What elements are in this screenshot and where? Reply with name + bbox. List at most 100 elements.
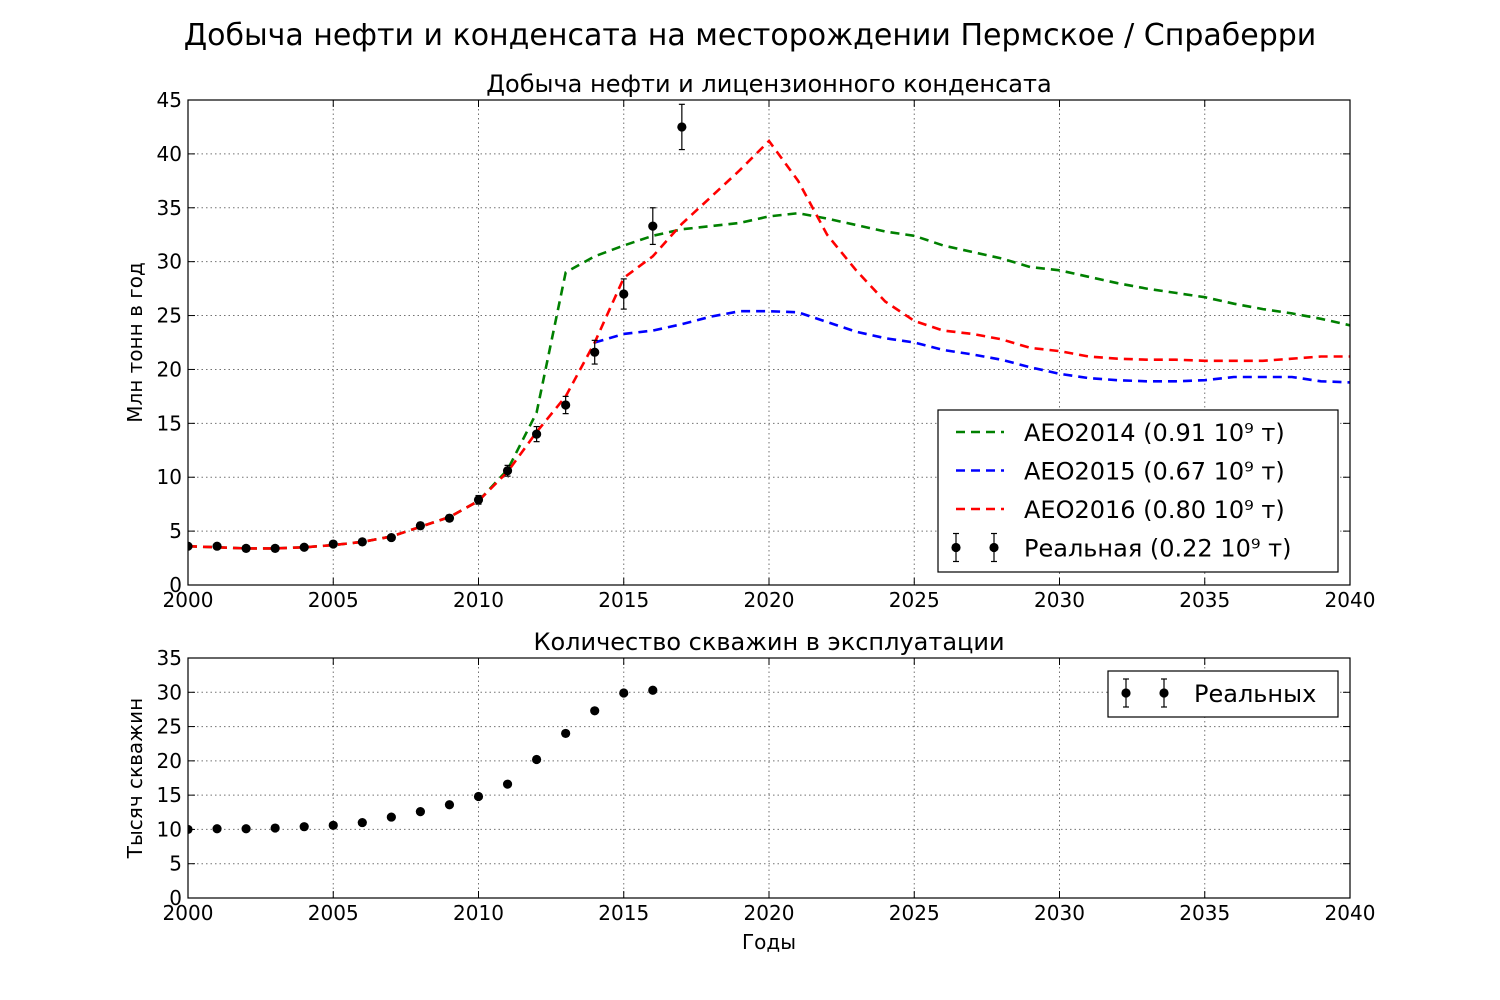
data-point bbox=[386, 532, 396, 543]
data-point bbox=[299, 542, 309, 552]
legend-label: AEO2014 (0.91 10⁹ т) bbox=[1024, 419, 1285, 447]
y-tick-label: 15 bbox=[157, 411, 182, 435]
data-point bbox=[415, 807, 425, 817]
series-line bbox=[594, 309, 1350, 384]
series-3 bbox=[188, 139, 1350, 550]
data-point bbox=[444, 513, 455, 523]
x-tick-label: 2015 bbox=[598, 901, 649, 925]
x-tick-label: 2015 bbox=[598, 588, 649, 612]
data-point bbox=[532, 754, 542, 765]
y-tick-label: 15 bbox=[157, 783, 182, 807]
data-point bbox=[270, 543, 280, 553]
series-1 bbox=[188, 685, 658, 835]
x-tick-label: 2010 bbox=[453, 588, 504, 612]
x-tick-label: 2005 bbox=[308, 588, 359, 612]
data-point bbox=[212, 824, 222, 834]
data-point bbox=[415, 521, 425, 531]
data-point bbox=[299, 822, 309, 832]
x-tick-label: 2025 bbox=[889, 588, 940, 612]
y-tick-label: 0 bbox=[169, 886, 182, 910]
data-point bbox=[473, 495, 484, 505]
y-tick-label: 35 bbox=[157, 196, 182, 220]
figure-title: Добыча нефти и конденсата на месторожден… bbox=[184, 18, 1317, 53]
legend-item: AEO2014 (0.91 10⁹ т) bbox=[956, 419, 1285, 447]
x-tick-label: 2035 bbox=[1179, 588, 1230, 612]
data-point bbox=[212, 541, 222, 551]
series-line bbox=[188, 211, 1350, 550]
series-line bbox=[188, 139, 1350, 550]
legend-label: Реальных bbox=[1194, 680, 1316, 708]
data-point bbox=[270, 823, 280, 833]
x-tick-label: 2025 bbox=[889, 901, 940, 925]
plot-area bbox=[188, 103, 1350, 553]
production-panel: Добыча нефти и лицензионного конденсата 2… bbox=[123, 70, 1375, 612]
panel-title: Количество скважин в эксплуатации bbox=[533, 628, 1004, 656]
series-4 bbox=[188, 103, 687, 553]
y-axis-label: Млн тонн в год bbox=[123, 262, 147, 423]
y-tick-label: 0 bbox=[169, 573, 182, 597]
data-point bbox=[241, 543, 251, 553]
data-point bbox=[648, 221, 658, 231]
x-tick-label: 2030 bbox=[1034, 588, 1085, 612]
legend-marker bbox=[1121, 688, 1131, 698]
data-point bbox=[473, 791, 484, 802]
panel-title: Добыча нефти и лицензионного конденсата bbox=[486, 70, 1051, 98]
y-tick-label: 25 bbox=[157, 304, 182, 328]
legend-label: AEO2016 (0.80 10⁹ т) bbox=[1024, 496, 1285, 524]
data-point bbox=[328, 820, 338, 830]
plot-frame bbox=[187, 99, 1351, 586]
series-1 bbox=[188, 211, 1350, 550]
data-point bbox=[648, 685, 658, 695]
y-tick-label: 30 bbox=[157, 250, 182, 274]
legend-marker bbox=[951, 542, 961, 553]
x-tick-label: 2030 bbox=[1034, 901, 1085, 925]
y-tick-label: 25 bbox=[157, 715, 182, 739]
data-point bbox=[502, 779, 513, 789]
data-point bbox=[619, 289, 629, 299]
y-tick-label: 30 bbox=[157, 680, 182, 704]
x-tick-label: 2000 bbox=[163, 901, 214, 925]
data-point bbox=[561, 400, 571, 410]
x-tick-label: 2040 bbox=[1325, 588, 1376, 612]
y-tick-label: 10 bbox=[157, 465, 182, 489]
data-point bbox=[328, 539, 338, 549]
x-tick-label: 2040 bbox=[1325, 901, 1376, 925]
legend-marker bbox=[1159, 688, 1169, 698]
data-point bbox=[188, 824, 193, 835]
y-tick-label: 35 bbox=[157, 646, 182, 670]
data-point bbox=[561, 728, 571, 739]
y-tick-label: 45 bbox=[157, 88, 182, 112]
legend-item: Реальных bbox=[1121, 678, 1316, 708]
y-tick-label: 10 bbox=[157, 817, 182, 841]
legend-item: AEO2016 (0.80 10⁹ т) bbox=[956, 496, 1285, 524]
legend-box bbox=[937, 409, 1339, 573]
legend-box bbox=[1107, 670, 1339, 718]
data-point bbox=[444, 800, 455, 810]
data-point bbox=[357, 537, 367, 547]
legend: Реальных bbox=[1107, 670, 1339, 718]
legend-label: AEO2015 (0.67 10⁹ т) bbox=[1024, 458, 1285, 486]
data-point bbox=[590, 347, 600, 357]
legend-item: AEO2015 (0.67 10⁹ т) bbox=[956, 458, 1285, 486]
x-tick-label: 2020 bbox=[744, 588, 795, 612]
data-point bbox=[590, 706, 600, 716]
x-tick-label: 2035 bbox=[1179, 901, 1230, 925]
legend-label: Реальная (0.22 10⁹ т) bbox=[1024, 535, 1291, 563]
legend: AEO2014 (0.91 10⁹ т) AEO2015 (0.67 10⁹ т)… bbox=[937, 409, 1339, 573]
x-tick-label: 2000 bbox=[163, 588, 214, 612]
data-point bbox=[502, 466, 513, 476]
legend-marker bbox=[989, 542, 999, 553]
data-point bbox=[357, 817, 367, 828]
y-axis-label: Тысяч скважин bbox=[123, 698, 147, 859]
plot-frame bbox=[187, 657, 1351, 899]
x-tick-label: 2020 bbox=[744, 901, 795, 925]
y-tick-label: 40 bbox=[157, 142, 182, 166]
series-2 bbox=[594, 309, 1350, 384]
data-point bbox=[677, 122, 687, 132]
y-tick-label: 5 bbox=[169, 852, 182, 876]
y-tick-label: 20 bbox=[157, 357, 182, 381]
y-tick-label: 20 bbox=[157, 749, 182, 773]
x-tick-label: 2005 bbox=[308, 901, 359, 925]
